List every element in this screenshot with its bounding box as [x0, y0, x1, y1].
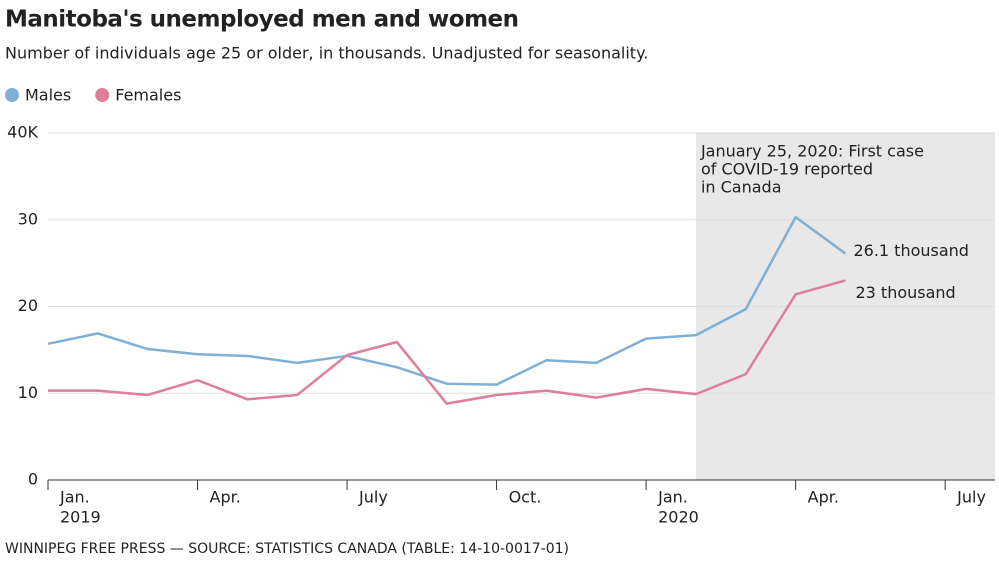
x-tick-label: July	[358, 488, 388, 507]
data-line	[48, 279, 846, 405]
chart-title: Manitoba's unemployed men and women	[5, 7, 519, 33]
y-tick-label: 10	[18, 383, 38, 402]
annotation: January 25, 2020: First case	[700, 142, 924, 161]
data-line	[47, 215, 847, 386]
y-tick-label: 30	[18, 209, 38, 228]
chart-subtitle: Number of individuals age 25 or older, i…	[5, 44, 648, 63]
x-tick-year: 2020	[658, 508, 699, 527]
y-tick-label: 40K	[7, 123, 38, 142]
annotation: in Canada	[701, 178, 782, 197]
x-tick-label: Oct.	[509, 488, 542, 507]
x-tick-label: July	[956, 488, 986, 507]
legend-marker	[95, 88, 110, 102]
y-tick-label: 20	[18, 296, 38, 315]
legend-label: Females	[115, 86, 181, 105]
x-tick-label: Jan.	[59, 488, 90, 507]
end-label: 23 thousand	[855, 283, 955, 302]
x-tick-label: Apr.	[210, 488, 241, 507]
legend-label: Males	[25, 86, 71, 105]
y-tick-label: 0	[28, 470, 38, 489]
annotation: of COVID-19 reported	[701, 160, 873, 179]
x-tick-label: Apr.	[808, 488, 839, 507]
end-label: 26.1 thousand	[853, 241, 969, 260]
source: WINNIPEG FREE PRESS — SOURCE: STATISTICS…	[5, 541, 569, 557]
x-tick-label: Jan.	[657, 488, 688, 507]
legend-marker	[5, 88, 19, 102]
x-tick-year: 2019	[60, 508, 101, 527]
